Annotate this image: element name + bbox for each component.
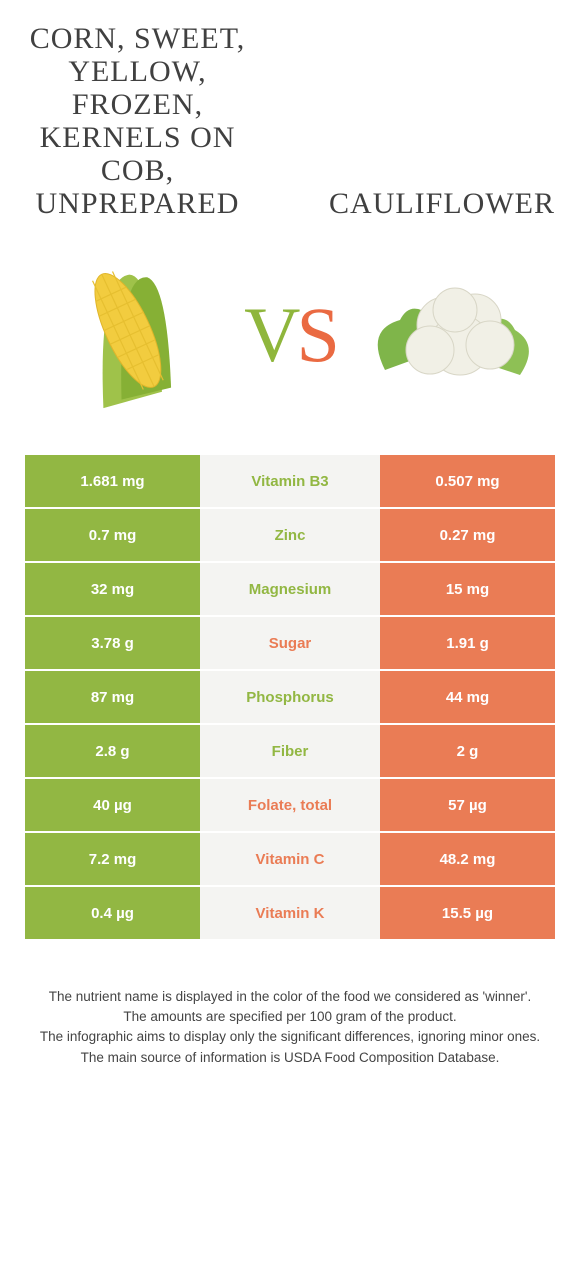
nutrient-label: Vitamin C xyxy=(200,833,380,885)
footer-line: The main source of information is USDA F… xyxy=(25,1049,555,1067)
footer-notes: The nutrient name is displayed in the co… xyxy=(25,986,555,1069)
vs-s: S xyxy=(296,291,335,378)
nutrient-label: Sugar xyxy=(200,617,380,669)
right-value: 0.507 mg xyxy=(380,455,555,507)
header-left: Corn, sweet, yellow, frozen, kernels on … xyxy=(25,22,250,220)
nutrient-label: Vitamin K xyxy=(200,887,380,939)
versus-label: VS xyxy=(235,290,345,380)
right-value: 0.27 mg xyxy=(380,509,555,561)
table-row: 87 mgPhosphorus44 mg xyxy=(25,671,555,725)
table-row: 1.681 mgVitamin B30.507 mg xyxy=(25,455,555,509)
table-row: 0.4 µgVitamin K15.5 µg xyxy=(25,887,555,941)
right-value: 57 µg xyxy=(380,779,555,831)
right-food-title: Cauliflower xyxy=(329,187,555,220)
table-row: 40 µgFolate, total57 µg xyxy=(25,779,555,833)
nutrient-label: Folate, total xyxy=(200,779,380,831)
vs-v: V xyxy=(244,291,296,378)
nutrient-label: Magnesium xyxy=(200,563,380,615)
right-value: 48.2 mg xyxy=(380,833,555,885)
left-value: 0.7 mg xyxy=(25,509,200,561)
left-value: 2.8 g xyxy=(25,725,200,777)
table-row: 2.8 gFiber2 g xyxy=(25,725,555,779)
nutrient-label: Phosphorus xyxy=(200,671,380,723)
left-value: 3.78 g xyxy=(25,617,200,669)
right-value: 1.91 g xyxy=(380,617,555,669)
left-value: 32 mg xyxy=(25,563,200,615)
header-right: Cauliflower xyxy=(329,187,555,220)
footer-line: The amounts are specified per 100 gram o… xyxy=(25,1008,555,1026)
header-row: Corn, sweet, yellow, frozen, kernels on … xyxy=(25,20,555,220)
right-value: 15.5 µg xyxy=(380,887,555,939)
right-food-image xyxy=(345,250,555,420)
right-value: 15 mg xyxy=(380,563,555,615)
table-row: 3.78 gSugar1.91 g xyxy=(25,617,555,671)
table-row: 32 mgMagnesium15 mg xyxy=(25,563,555,617)
left-value: 1.681 mg xyxy=(25,455,200,507)
infographic-container: Corn, sweet, yellow, frozen, kernels on … xyxy=(0,0,580,1264)
image-row: VS xyxy=(25,230,555,440)
cauliflower-icon xyxy=(355,250,545,420)
nutrient-label: Vitamin B3 xyxy=(200,455,380,507)
footer-line: The nutrient name is displayed in the co… xyxy=(25,988,555,1006)
nutrient-label: Zinc xyxy=(200,509,380,561)
right-value: 2 g xyxy=(380,725,555,777)
left-value: 40 µg xyxy=(25,779,200,831)
corn-icon xyxy=(35,250,225,420)
right-value: 44 mg xyxy=(380,671,555,723)
left-value: 0.4 µg xyxy=(25,887,200,939)
comparison-table: 1.681 mgVitamin B30.507 mg0.7 mgZinc0.27… xyxy=(25,455,555,941)
table-row: 7.2 mgVitamin C48.2 mg xyxy=(25,833,555,887)
left-food-title: Corn, sweet, yellow, frozen, kernels on … xyxy=(25,22,250,220)
table-row: 0.7 mgZinc0.27 mg xyxy=(25,509,555,563)
left-food-image xyxy=(25,250,235,420)
left-value: 7.2 mg xyxy=(25,833,200,885)
footer-line: The infographic aims to display only the… xyxy=(25,1028,555,1046)
left-value: 87 mg xyxy=(25,671,200,723)
nutrient-label: Fiber xyxy=(200,725,380,777)
